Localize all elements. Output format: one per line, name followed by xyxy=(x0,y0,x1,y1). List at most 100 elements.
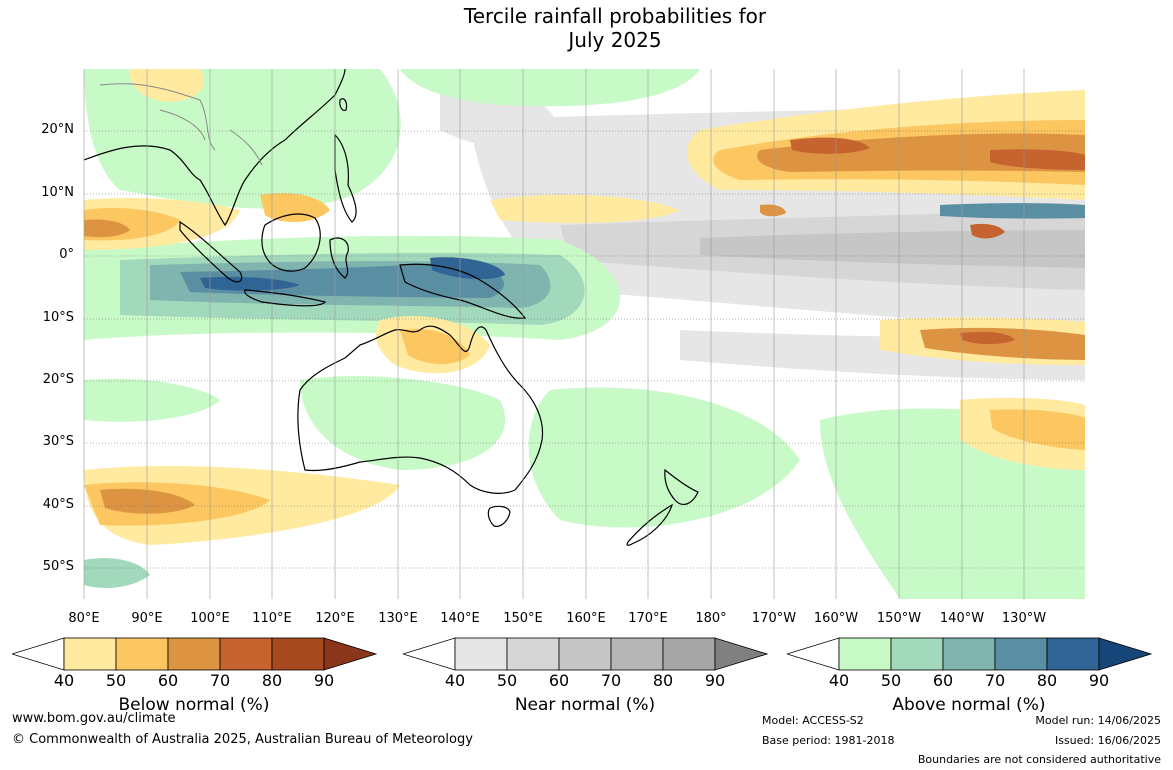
latitude-label: 20°N xyxy=(41,122,74,137)
tasmania-coastline xyxy=(487,505,511,527)
colorbar-swatch xyxy=(558,637,612,671)
longitude-label: 160°E xyxy=(566,611,606,626)
colorbar-swatch xyxy=(994,637,1048,671)
below-normal-region xyxy=(129,69,204,102)
longitude-label: 80°E xyxy=(68,611,99,626)
new-guinea-coastline xyxy=(399,263,527,319)
below-normal-region xyxy=(490,194,680,223)
colorbar-tick-label: 80 xyxy=(261,671,283,690)
base-period: Base period: 1981-2018 xyxy=(762,734,895,747)
colorbar-low-extension xyxy=(787,637,840,671)
asia-borders xyxy=(99,83,263,166)
title-line-2: July 2025 xyxy=(568,28,662,52)
borneo-coastline xyxy=(261,213,321,272)
colorbar-swatch xyxy=(890,637,944,671)
country-borders xyxy=(99,83,263,166)
colorbar-swatch xyxy=(838,637,892,671)
colorbar xyxy=(403,637,769,671)
colorbar xyxy=(12,637,378,671)
longitude-label: 110°E xyxy=(252,611,292,626)
colorbar-swatch xyxy=(506,637,560,671)
below-normal-region xyxy=(400,328,470,365)
below-normal-region xyxy=(100,488,195,514)
colorbar-swatch xyxy=(942,637,996,671)
below-normal-region xyxy=(970,223,1005,239)
above-normal-region xyxy=(300,376,506,470)
philippines-coastline xyxy=(334,133,357,223)
colorbar-tick-label: 40 xyxy=(53,671,75,690)
longitude-label: 130°E xyxy=(378,611,418,626)
below-normal-region xyxy=(960,331,1015,345)
graticule xyxy=(83,69,1085,599)
website-link[interactable]: www.bom.gov.au/climate xyxy=(12,711,176,726)
issued-date: Issued: 16/06/2025 xyxy=(1054,734,1161,747)
colorbar-title: Above normal (%) xyxy=(892,695,1046,715)
above-normal-region xyxy=(528,387,800,528)
colorbar-tick-label: 90 xyxy=(1088,671,1110,690)
latitude-label: 30°S xyxy=(42,434,74,449)
latitude-label: 10°S xyxy=(42,310,74,325)
below-normal-region xyxy=(790,137,870,154)
asia-mainland-coastline xyxy=(84,69,346,227)
colorbar-tick-label: 60 xyxy=(548,671,570,690)
longitude-label: 140°E xyxy=(440,611,480,626)
longitude-label: 90°E xyxy=(131,611,162,626)
above-normal-region xyxy=(84,378,220,422)
colorbar-swatch xyxy=(219,637,273,671)
taiwan-coastline xyxy=(339,98,348,111)
colorbar-tick-label: 70 xyxy=(600,671,622,690)
colorbar-swatch xyxy=(662,637,716,671)
colorbar-tick-label: 50 xyxy=(496,671,518,690)
below-normal-region xyxy=(990,409,1085,450)
longitude-label: 150°E xyxy=(503,611,543,626)
colorbar-high-extension xyxy=(714,637,769,671)
latitude-label: 40°S xyxy=(42,497,74,512)
longitude-label: 120°E xyxy=(315,611,355,626)
copyright-text: © Commonwealth of Australia 2025, Austra… xyxy=(12,732,473,747)
colorbar-title: Near normal (%) xyxy=(514,695,656,715)
longitude-label: 170°E xyxy=(628,611,668,626)
model-run-date: Model run: 14/06/2025 xyxy=(1035,714,1161,727)
probability-fields xyxy=(84,69,1085,599)
longitude-label: 180° xyxy=(695,611,726,626)
colorbar-tick-label: 60 xyxy=(157,671,179,690)
above-normal-region xyxy=(84,558,150,588)
latitude-label: 10°N xyxy=(41,185,74,200)
colorbar-low-extension xyxy=(12,637,65,671)
above-normal-region xyxy=(200,276,300,291)
colorbar-high-extension xyxy=(1098,637,1153,671)
map-title: Tercile rainfall probabilities for July … xyxy=(0,4,1173,52)
colorbar-swatch xyxy=(454,637,508,671)
colorbar-swatch xyxy=(167,637,221,671)
colorbar-swatch xyxy=(1046,637,1100,671)
near-normal-region xyxy=(700,230,1085,268)
colorbar-title: Below normal (%) xyxy=(118,695,270,715)
colorbar-swatch xyxy=(115,637,169,671)
colorbar-tick-label: 90 xyxy=(313,671,335,690)
title-line-1: Tercile rainfall probabilities for xyxy=(463,4,767,28)
colorbar-tick-label: 50 xyxy=(105,671,127,690)
colorbar-tick-label: 70 xyxy=(209,671,231,690)
colorbar xyxy=(787,637,1153,671)
above-normal-region xyxy=(84,69,401,209)
above-normal-region xyxy=(430,257,505,280)
colorbar-swatch xyxy=(610,637,664,671)
colorbar-tick-label: 50 xyxy=(880,671,902,690)
above-normal-region xyxy=(400,69,700,107)
colorbar-tick-label: 70 xyxy=(984,671,1006,690)
colorbar-tick-label: 40 xyxy=(828,671,850,690)
colorbar-low-extension xyxy=(403,637,456,671)
below-normal-region xyxy=(990,149,1085,170)
colorbar-tick-label: 80 xyxy=(1036,671,1058,690)
latitude-label: 20°S xyxy=(42,372,74,387)
longitude-label: 140°W xyxy=(940,611,984,626)
java-coastline xyxy=(244,289,327,307)
sulawesi-coastline xyxy=(329,237,349,279)
longitude-label: 150°W xyxy=(877,611,921,626)
longitude-labels: 80°E 90°E 100°E 110°E 120°E 130°E 140°E 150°E 16… xyxy=(68,611,1046,626)
boundary-disclaimer: Boundaries are not considered authoritat… xyxy=(917,753,1161,766)
longitude-label: 100°E xyxy=(190,611,230,626)
colorbar-tick-label: 60 xyxy=(932,671,954,690)
colorbar-high-extension xyxy=(323,637,378,671)
